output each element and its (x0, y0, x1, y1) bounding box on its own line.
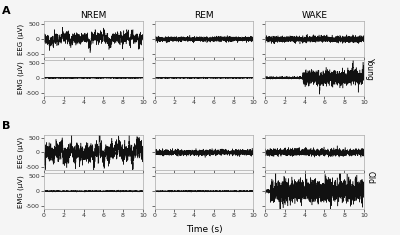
Y-axis label: EMG (μV): EMG (μV) (17, 175, 24, 208)
Text: B: B (2, 121, 10, 131)
Text: Young: Young (366, 58, 374, 81)
Title: REM: REM (194, 11, 214, 20)
Text: Time (s): Time (s) (186, 225, 222, 234)
Y-axis label: EEG (μV): EEG (μV) (17, 137, 24, 168)
Text: Old: Old (366, 172, 374, 184)
Title: NREM: NREM (80, 11, 106, 20)
Title: WAKE: WAKE (302, 11, 328, 20)
Y-axis label: EEG (μV): EEG (μV) (17, 24, 24, 55)
Text: A: A (2, 6, 11, 16)
Y-axis label: EMG (μV): EMG (μV) (17, 61, 24, 94)
